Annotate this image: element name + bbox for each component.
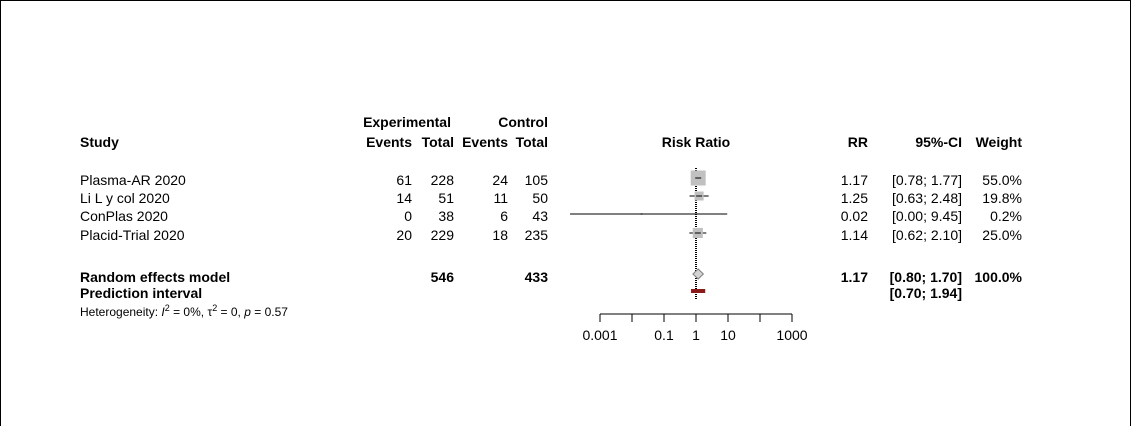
rr-value: 0.02	[841, 208, 868, 224]
study-name: ConPlas 2020	[80, 208, 168, 224]
heterogeneity-text: Heterogeneity: I2 = 0%, τ2 = 0, p = 0.57	[80, 303, 288, 319]
ci-value: [0.63; 2.48]	[892, 190, 962, 206]
summary-diamond	[692, 268, 705, 280]
risk-ratio-header: Risk Ratio	[662, 134, 730, 150]
x-tick-label: 0.1	[654, 327, 674, 343]
ctrl-total: 105	[525, 172, 549, 188]
summary-weight: 100.0%	[975, 269, 1023, 285]
ctrl-events: 11	[493, 190, 508, 206]
weight-value: 0.2%	[990, 208, 1022, 224]
exp-total: 51	[438, 190, 454, 206]
x-tick-label: 10	[720, 327, 736, 343]
study-name: Placid-Trial 2020	[80, 227, 185, 243]
exp-events: 0	[404, 208, 412, 224]
ctrl-total-header: Total	[516, 134, 548, 150]
experimental-header: Experimental	[363, 114, 451, 130]
study-name: Li L y col 2020	[80, 190, 170, 206]
study-name: Plasma-AR 2020	[80, 172, 186, 188]
summary-exp-total: 546	[431, 269, 455, 285]
x-axis-labels: 0.001 0.1 1 10 1000	[582, 327, 807, 343]
ci-value: [0.78; 1.77]	[892, 172, 962, 188]
x-tick-label: 1000	[776, 327, 807, 343]
exp-events: 61	[396, 172, 412, 188]
study-row: Placid-Trial 2020 20 229 18 235 1.14 [0.…	[80, 227, 1022, 243]
ci-value: [0.00; 9.45]	[892, 208, 962, 224]
study-header: Study	[80, 134, 119, 150]
ctrl-total: 235	[525, 227, 549, 243]
prediction-ci: [0.70; 1.94]	[890, 285, 962, 301]
ctrl-events: 6	[500, 208, 508, 224]
plot-area	[570, 168, 793, 322]
exp-total-header: Total	[422, 134, 454, 150]
exp-events-header: Events	[366, 134, 412, 150]
ctrl-events: 18	[492, 227, 508, 243]
exp-total: 38	[438, 208, 454, 224]
summary-ci: [0.80; 1.70]	[890, 269, 962, 285]
ctrl-events: 24	[492, 172, 508, 188]
weight-header: Weight	[976, 134, 1023, 150]
ctrl-events-header: Events	[462, 134, 508, 150]
control-header: Control	[498, 114, 548, 130]
exp-events: 20	[396, 227, 412, 243]
x-tick-label: 0.001	[582, 327, 617, 343]
ctrl-total: 43	[532, 208, 548, 224]
ci-header: 95%-CI	[915, 134, 962, 150]
rr-value: 1.25	[841, 190, 868, 206]
random-effects-label: Random effects model	[80, 269, 230, 285]
rr-header: RR	[848, 134, 868, 150]
rr-value: 1.17	[841, 172, 868, 188]
exp-total: 229	[431, 227, 455, 243]
rr-value: 1.14	[841, 227, 868, 243]
prediction-interval-bar	[691, 289, 706, 293]
summary-rr: 1.17	[841, 269, 868, 285]
weight-value: 19.8%	[982, 190, 1022, 206]
study-row: Li L y col 2020 14 51 11 50 1.25 [0.63; …	[80, 190, 1022, 206]
weight-value: 55.0%	[982, 172, 1022, 188]
exp-total: 228	[431, 172, 455, 188]
weight-value: 25.0%	[982, 227, 1022, 243]
prediction-interval-label: Prediction interval	[80, 285, 202, 301]
study-row: ConPlas 2020 0 38 6 43 0.02 [0.00; 9.45]…	[80, 208, 1022, 224]
ci-value: [0.62; 2.10]	[892, 227, 962, 243]
summary-ctrl-total: 433	[525, 269, 549, 285]
x-tick-label: 1	[692, 327, 700, 343]
ctrl-total: 50	[532, 190, 548, 206]
exp-events: 14	[396, 190, 412, 206]
study-row: Plasma-AR 2020 61 228 24 105 1.17 [0.78;…	[80, 172, 1022, 188]
